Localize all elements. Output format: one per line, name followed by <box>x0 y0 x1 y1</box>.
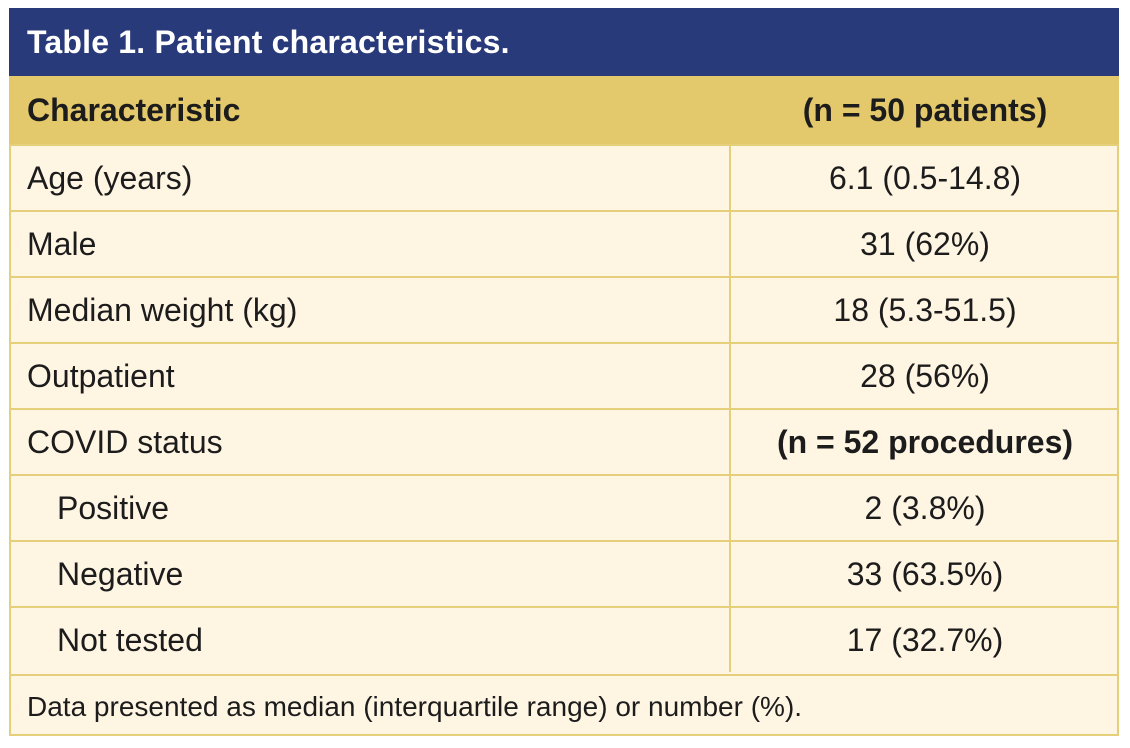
table-header-row: Characteristic (n = 50 patients) <box>9 76 1119 144</box>
table-footnote: Data presented as median (interquartile … <box>9 674 1119 738</box>
row-label: Median weight (kg) <box>9 278 731 342</box>
table-title: Table 1. Patient characteristics. <box>9 8 1119 76</box>
table-row: Median weight (kg) 18 (5.3-51.5) <box>9 276 1119 342</box>
row-value: 17 (32.7%) <box>846 621 1004 658</box>
table-row: Negative 33 (63.5%) <box>9 540 1119 606</box>
row-label: Not tested <box>9 608 731 672</box>
row-value: 28 (56%) <box>860 357 990 394</box>
row-label: Male <box>9 212 731 276</box>
row-value: 2 (3.8%) <box>864 489 986 526</box>
table-row: Positive 2 (3.8%) <box>9 474 1119 540</box>
row-value: 31 (62%) <box>860 225 990 262</box>
table-row: Male 31 (62%) <box>9 210 1119 276</box>
table-row: Outpatient 28 (56%) <box>9 342 1119 408</box>
row-value: 18 (5.3-51.5) <box>833 291 1017 328</box>
row-label: COVID status <box>9 410 731 474</box>
row-value: 33 (63.5%) <box>846 555 1004 592</box>
header-value: (n = 50 patients) <box>802 91 1048 128</box>
table-row: COVID status (n = 52 procedures) <box>9 408 1119 474</box>
row-label: Outpatient <box>9 344 731 408</box>
row-label: Negative <box>9 542 731 606</box>
patient-characteristics-table: Table 1. Patient characteristics. Charac… <box>9 8 1119 736</box>
header-characteristic: Characteristic <box>27 91 241 128</box>
table-row: Not tested 17 (32.7%) <box>9 606 1119 672</box>
row-label: Age (years) <box>9 146 731 210</box>
row-label: Positive <box>9 476 731 540</box>
table-row: Age (years) 6.1 (0.5-14.8) <box>9 144 1119 210</box>
row-value-subheader: (n = 52 procedures) <box>776 423 1074 460</box>
row-value: 6.1 (0.5-14.8) <box>828 159 1022 196</box>
